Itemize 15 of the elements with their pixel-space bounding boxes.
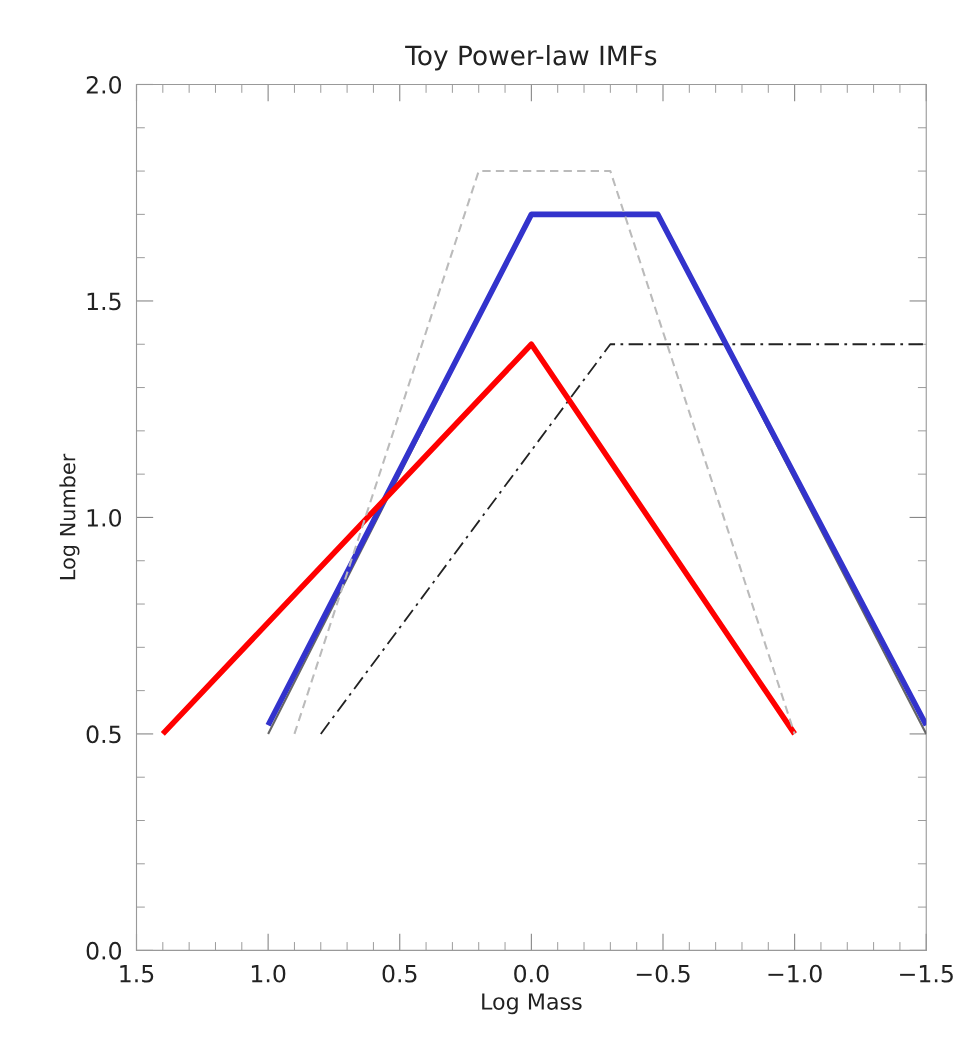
x-tick-label: 0.5 — [382, 964, 417, 983]
y-tick-label: 2.0 — [86, 75, 122, 94]
y-tick-label: 1.0 — [87, 508, 122, 527]
x-tick-label: −0.5 — [636, 964, 690, 983]
y-tick-label: 1.5 — [87, 292, 121, 311]
x-axis-title: Log Mass — [482, 993, 582, 1015]
y-axis-title: Log Number — [59, 453, 80, 580]
chart-title: Toy Power-law IMFs — [405, 44, 657, 71]
y-tick-label: 0.5 — [86, 725, 121, 744]
y-tick-label: 0.0 — [86, 941, 122, 960]
x-tick-label: 0.0 — [514, 964, 549, 983]
x-tick-label: 1.5 — [120, 965, 154, 983]
x-tick-label: −1.0 — [768, 964, 822, 983]
x-tick-label: 1.0 — [251, 964, 286, 983]
x-tick-label: −1.5 — [900, 965, 953, 983]
